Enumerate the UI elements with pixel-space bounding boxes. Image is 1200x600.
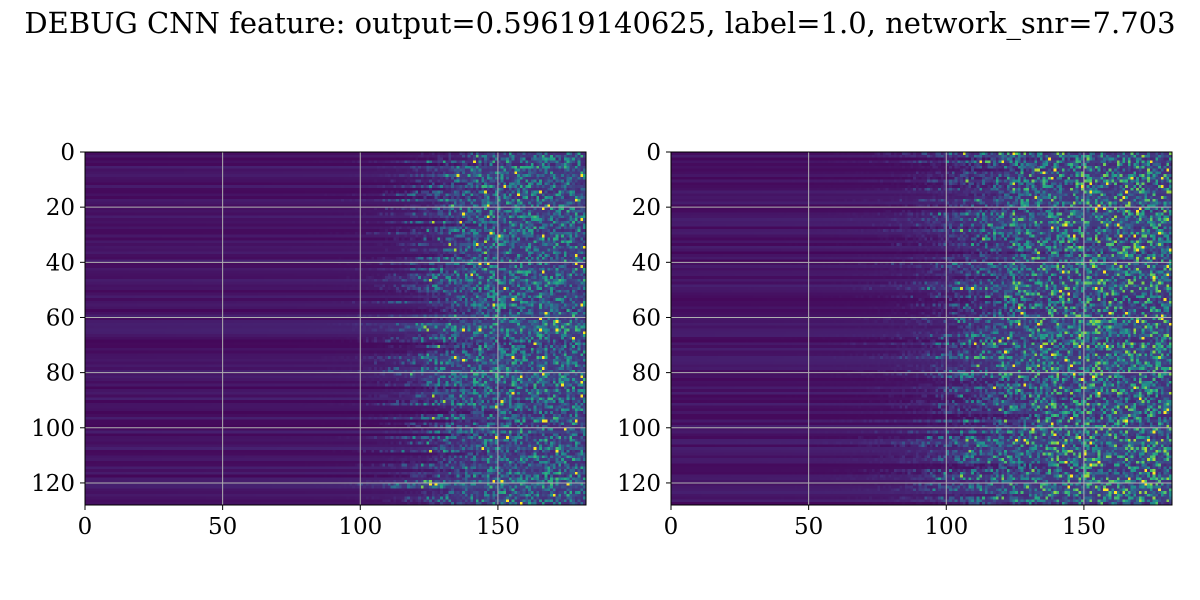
y-tick-label: 40 — [46, 250, 75, 276]
y-tick-label: 60 — [46, 305, 75, 331]
x-tick-label: 150 — [1062, 514, 1106, 540]
heatmap-image — [85, 152, 586, 505]
x-tick-label: 0 — [664, 514, 679, 540]
y-tick-label: 100 — [31, 416, 75, 442]
heatmap-panel-1: 0 50 100 150 0 20 40 60 80 100 120 — [31, 140, 587, 540]
y-tick-label: 60 — [632, 305, 661, 331]
x-tick-label: 150 — [476, 514, 520, 540]
y-tick-label: 0 — [60, 140, 75, 166]
x-tick-label: 50 — [794, 514, 823, 540]
y-tick-label: 100 — [617, 416, 661, 442]
heatmap-image — [671, 152, 1172, 505]
x-tick-label: 0 — [78, 514, 93, 540]
y-tick-label: 40 — [632, 250, 661, 276]
y-tick-label: 0 — [646, 140, 661, 166]
y-tick-label: 120 — [617, 471, 661, 497]
heatmap-panel-2: 0 50 100 150 0 20 40 60 80 100 120 — [617, 140, 1173, 540]
figure-title: DEBUG CNN feature: output=0.59619140625,… — [24, 6, 1176, 40]
y-tick-label: 80 — [46, 361, 75, 387]
x-tick-label: 100 — [338, 514, 382, 540]
y-tick-label: 20 — [46, 195, 75, 221]
y-tick-label: 120 — [31, 471, 75, 497]
x-tick-label: 50 — [208, 514, 237, 540]
y-tick-label: 20 — [632, 195, 661, 221]
x-tick-label: 100 — [924, 514, 968, 540]
axes-frame — [670, 151, 1173, 506]
axes-frame — [84, 151, 587, 506]
y-tick-label: 80 — [632, 361, 661, 387]
